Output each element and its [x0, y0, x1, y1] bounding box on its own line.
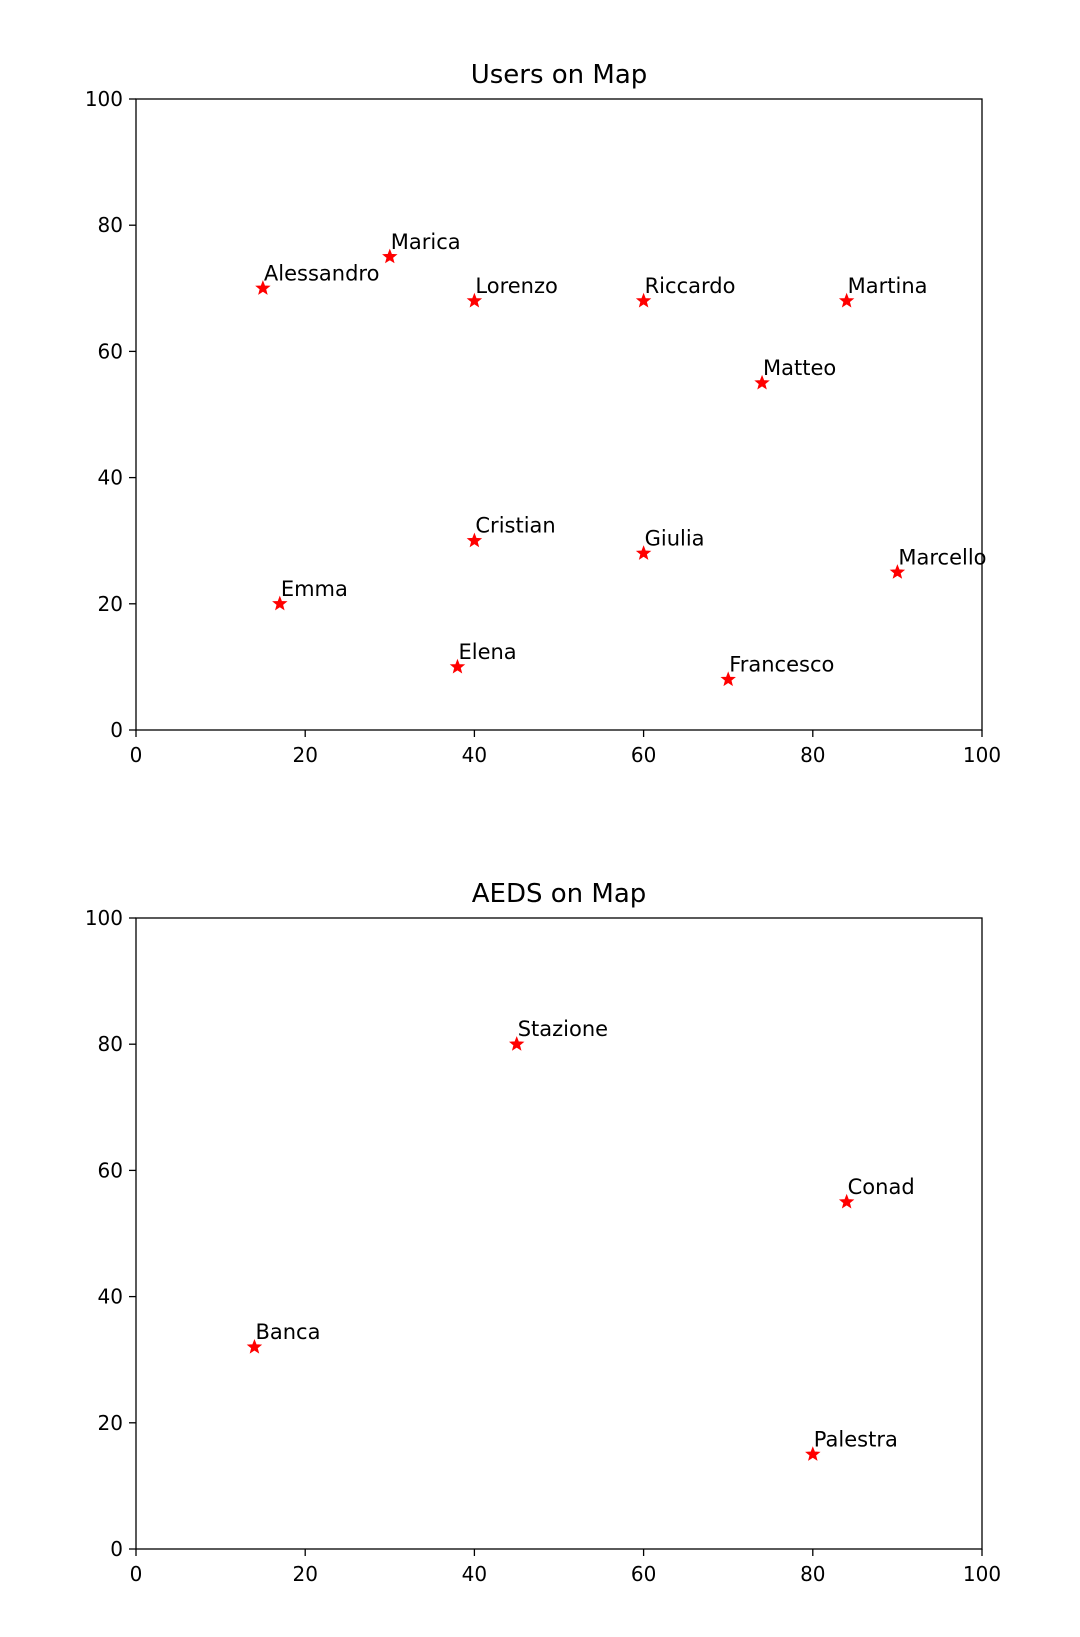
- point-label: Marcello: [898, 545, 986, 569]
- axes-frame: [135, 98, 983, 731]
- point-marker: [635, 292, 652, 308]
- point-label: Cristian: [475, 514, 555, 538]
- point-marker: [466, 292, 483, 308]
- point-marker: [508, 1036, 525, 1051]
- y-tick-label: 60: [98, 1158, 123, 1182]
- x-tick-label: 20: [292, 1562, 317, 1586]
- y-tick-label: 0: [110, 718, 123, 742]
- users-chart: Users on Map 0 20 40 60 80 100 0 20 40 60 80 100 Ale…: [85, 60, 1001, 767]
- x-tick-label: 60: [631, 1562, 656, 1586]
- x-tick-label: 100: [963, 743, 1001, 767]
- point-label: Francesco: [729, 653, 834, 677]
- x-tick-label: 80: [800, 1562, 825, 1586]
- x-tick-label: 0: [130, 1562, 143, 1586]
- point-label: Martina: [848, 274, 928, 298]
- point-marker: [272, 595, 288, 611]
- point-label: Lorenzo: [475, 274, 557, 298]
- y-tick-label: 80: [98, 213, 123, 237]
- y-tick-label: 80: [98, 1032, 123, 1056]
- y-tick-label: 40: [98, 1285, 123, 1309]
- y-tick-label: 20: [98, 1411, 123, 1435]
- point-marker: [635, 545, 652, 560]
- point-label: Alessandro: [264, 261, 380, 285]
- point-label: Banca: [255, 1320, 320, 1344]
- point-marker: [720, 671, 736, 687]
- point-marker: [466, 532, 483, 548]
- x-tick-label: 40: [462, 1562, 487, 1586]
- x-tick-label: 0: [130, 743, 143, 767]
- x-tick-label: 100: [963, 1562, 1001, 1586]
- point-label: Elena: [458, 640, 516, 664]
- y-tick-label: 20: [98, 592, 123, 616]
- point-marker: [838, 292, 855, 308]
- point-marker: [838, 1193, 855, 1209]
- y-tick-label: 0: [110, 1537, 123, 1561]
- point-label: Riccardo: [645, 274, 736, 298]
- point-label: Stazione: [518, 1017, 608, 1041]
- point-marker: [255, 280, 271, 295]
- point-marker: [449, 658, 466, 674]
- point-label: Conad: [848, 1175, 915, 1199]
- x-tick-label: 80: [800, 743, 825, 767]
- y-tick-label: 60: [98, 339, 123, 363]
- aeds-chart: AEDS on Map 0 20 40 60 80 100 0 20 40 60 80 100 Staz…: [85, 879, 1001, 1586]
- chart-title: Users on Map: [471, 60, 648, 90]
- y-tick-label: 100: [85, 906, 123, 930]
- y-tick-label: 40: [98, 466, 123, 490]
- point-label: Giulia: [645, 526, 705, 550]
- point-label: Matteo: [763, 356, 836, 380]
- y-tick-label: 100: [85, 87, 123, 111]
- chart-title: AEDS on Map: [472, 879, 647, 909]
- point-label: Emma: [281, 577, 348, 601]
- point-marker: [246, 1338, 263, 1354]
- point-marker: [889, 564, 906, 579]
- x-tick-label: 20: [292, 743, 317, 767]
- point-label: Palestra: [814, 1427, 898, 1451]
- point-marker: [805, 1446, 821, 1461]
- x-tick-label: 40: [462, 743, 487, 767]
- point-marker: [382, 248, 398, 264]
- point-label: Marica: [391, 230, 461, 254]
- x-tick-label: 60: [631, 743, 656, 767]
- point-marker: [754, 374, 770, 390]
- axes-frame: [135, 917, 983, 1550]
